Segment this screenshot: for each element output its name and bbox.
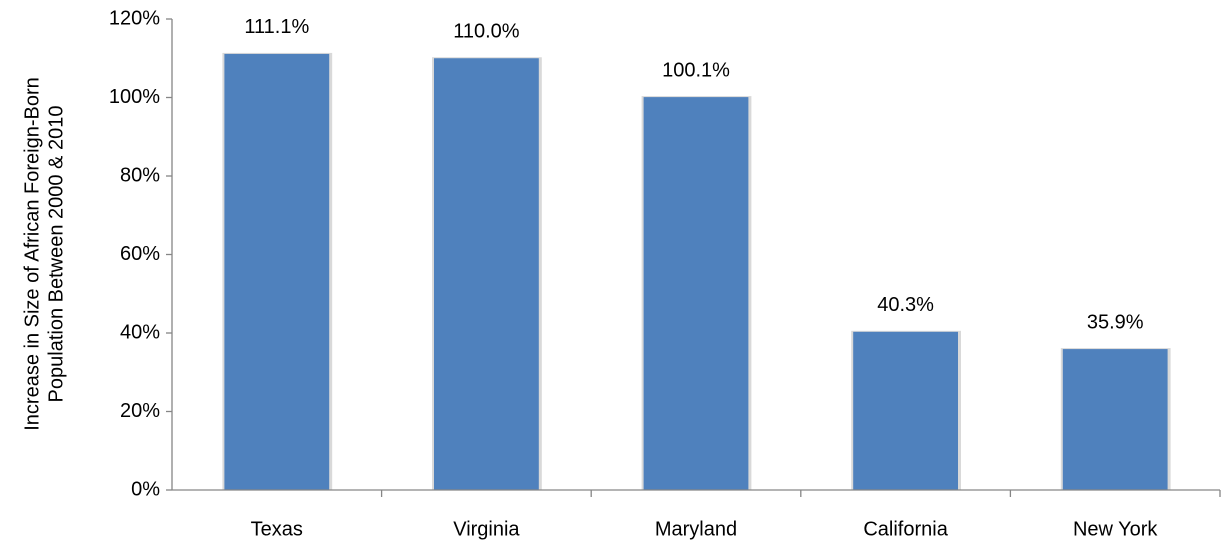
y-axis-title-line: Increase in Size of African Foreign-Born [21, 77, 43, 431]
data-label: 110.0% [453, 21, 520, 43]
data-label: 40.3% [877, 294, 934, 316]
x-tick-label: California [863, 518, 948, 540]
data-label: 111.1% [244, 16, 309, 38]
y-axis-title-line: Population Between 2000 & 2010 [45, 106, 67, 403]
x-tick-label: Maryland [655, 518, 737, 540]
x-tick-label: Virginia [453, 518, 520, 540]
y-tick-label: 60% [120, 243, 160, 265]
bar [224, 53, 330, 491]
y-tick-label: 0% [131, 478, 160, 500]
x-tick-label: New York [1073, 518, 1158, 540]
y-tick-label: 120% [109, 7, 160, 29]
bar [643, 97, 749, 491]
bar [434, 58, 539, 490]
y-tick-label: 80% [120, 164, 160, 186]
bar [1062, 349, 1168, 490]
bar [853, 331, 958, 490]
y-tick-label: 100% [109, 86, 160, 108]
y-axis-title: Increase in Size of African Foreign-Born… [21, 77, 67, 431]
data-label: 35.9% [1087, 311, 1144, 333]
data-label: 100.1% [662, 59, 730, 81]
y-tick-label: 40% [120, 321, 160, 343]
x-tick-label: Texas [251, 518, 303, 540]
y-tick-label: 20% [120, 400, 160, 422]
